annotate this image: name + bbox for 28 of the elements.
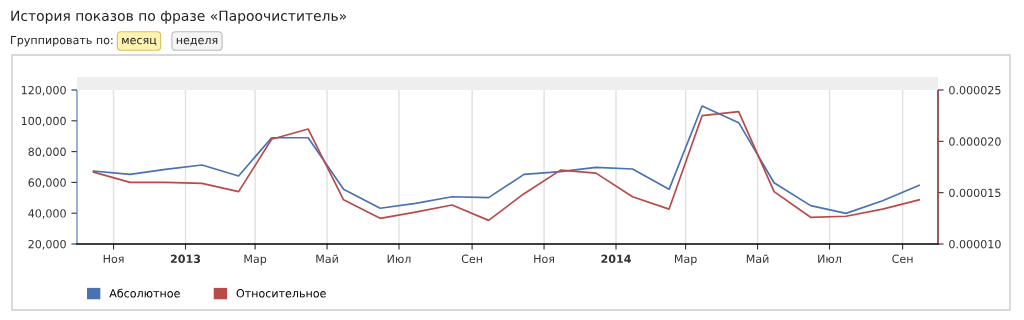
y2-tick-label: 0.000010 <box>949 239 1001 249</box>
legend-label: Абсолютное <box>109 288 180 298</box>
y2-tick-label: 0.000020 <box>949 137 1001 146</box>
x-tick-label: Сен <box>461 254 483 264</box>
text: Группировать по: <box>11 35 113 47</box>
x-tick-label: Ноя <box>103 254 124 264</box>
legend-label: Относительное <box>236 289 326 298</box>
text: месяц <box>122 37 157 46</box>
y-tick-label: 100,000 <box>21 116 66 127</box>
x-tick-label: Июл <box>387 254 411 264</box>
x-tick-label: Ноя <box>534 254 555 264</box>
chart-title: История показов по фразе «Пароочиститель» <box>11 10 347 24</box>
x-tick-label: Май <box>746 254 769 264</box>
y2-tick-label: 0.000015 <box>949 188 1001 198</box>
text: неделя <box>176 37 218 46</box>
x-tick-label: Мар <box>674 254 697 266</box>
y2-tick-label: 0.000025 <box>949 85 1001 95</box>
x-tick-label: Май <box>316 254 338 264</box>
x-tick-label: 2014 <box>601 254 631 264</box>
y-tick-label: 120,000 <box>21 85 66 96</box>
x-tick-label: 2013 <box>170 254 201 264</box>
x-tick-label: Июл <box>818 254 841 264</box>
y-tick-label: 40,000 <box>28 209 66 219</box>
x-tick-label: Сен <box>892 254 913 264</box>
y-tick-label: 80,000 <box>28 147 66 158</box>
y-tick-label: 20,000 <box>28 239 66 250</box>
x-tick-label: Мар <box>244 254 267 266</box>
y-tick-label: 60,000 <box>28 178 66 188</box>
